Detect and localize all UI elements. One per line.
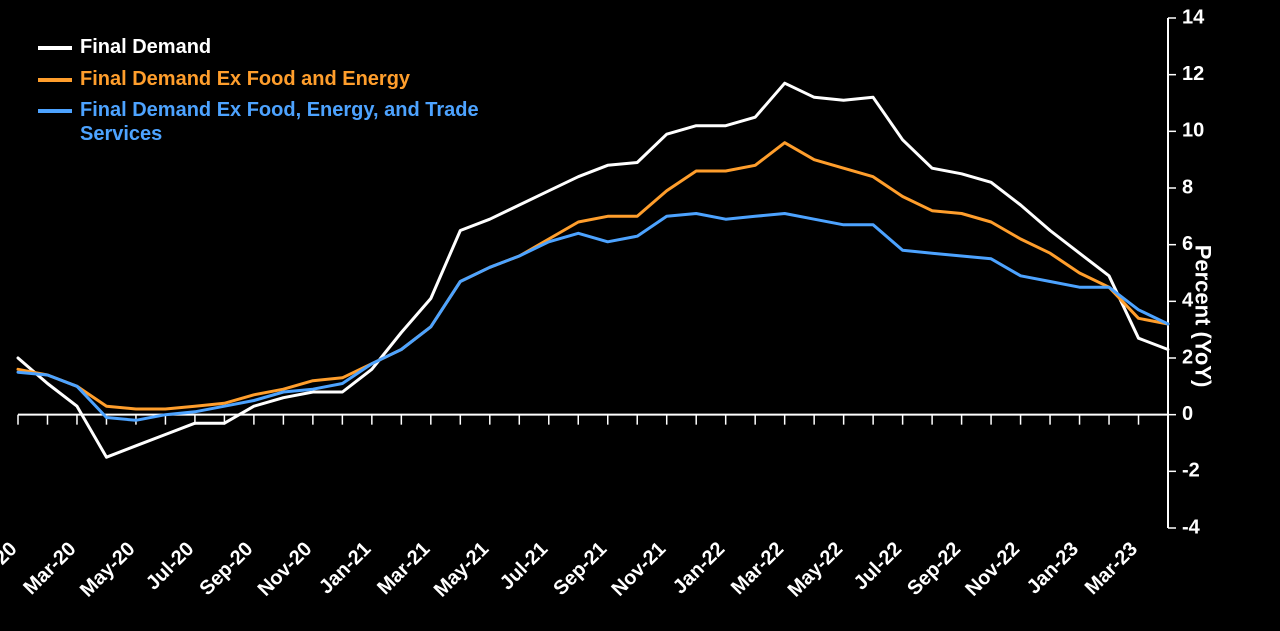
x-tick-label: Jan-22 xyxy=(669,538,729,598)
legend-swatch xyxy=(38,78,72,82)
y-tick-label: 12 xyxy=(1182,63,1204,85)
x-tick-label: Sep-20 xyxy=(195,538,257,600)
x-tick-label: May-21 xyxy=(430,538,494,602)
legend-label: Final Demand xyxy=(80,36,211,60)
x-tick-label: Mar-23 xyxy=(1081,538,1142,599)
legend: Final Demand Final Demand Ex Food and Ene… xyxy=(38,36,518,154)
x-tick-label: Sep-21 xyxy=(549,538,611,600)
x-tick-label: May-20 xyxy=(76,538,140,602)
y-axis-title: Percent (YoY) xyxy=(1190,244,1216,387)
legend-item: Final Demand Ex Food, Energy, and Trade … xyxy=(38,99,518,146)
y-tick-label: 8 xyxy=(1182,176,1193,198)
x-tick-label: Jan-23 xyxy=(1023,538,1083,598)
legend-label: Final Demand Ex Food, Energy, and Trade … xyxy=(80,99,518,146)
y-tick-label: 0 xyxy=(1182,403,1193,425)
ppi-line-chart: Jan-20Mar-20May-20Jul-20Sep-20Nov-20Jan-… xyxy=(0,0,1280,631)
legend-item: Final Demand xyxy=(38,36,518,60)
series-line xyxy=(18,143,1168,409)
legend-item: Final Demand Ex Food and Energy xyxy=(38,68,518,92)
y-tick-label: -4 xyxy=(1182,516,1201,538)
y-tick-label: -2 xyxy=(1182,460,1200,482)
x-tick-label: May-22 xyxy=(784,538,848,602)
x-tick-label: Jul-22 xyxy=(850,538,906,594)
x-tick-label: Nov-20 xyxy=(254,538,317,601)
x-tick-label: Nov-21 xyxy=(608,538,671,601)
x-tick-label: Mar-21 xyxy=(373,538,434,599)
x-tick-label: Sep-22 xyxy=(903,538,965,600)
x-tick-label: Jul-20 xyxy=(142,538,198,594)
x-tick-label: Nov-22 xyxy=(961,538,1024,601)
x-tick-label: Mar-22 xyxy=(727,538,788,599)
legend-swatch xyxy=(38,46,72,50)
legend-label: Final Demand Ex Food and Energy xyxy=(80,68,410,92)
y-tick-label: 10 xyxy=(1182,120,1204,142)
y-tick-label: 14 xyxy=(1182,6,1205,28)
x-tick-label: Jul-21 xyxy=(496,538,552,594)
x-tick-label: Jan-21 xyxy=(315,538,375,598)
x-tick-label: Mar-20 xyxy=(19,538,80,599)
x-tick-label: Jan-20 xyxy=(0,538,22,598)
legend-swatch xyxy=(38,109,72,113)
series-line xyxy=(18,214,1168,421)
